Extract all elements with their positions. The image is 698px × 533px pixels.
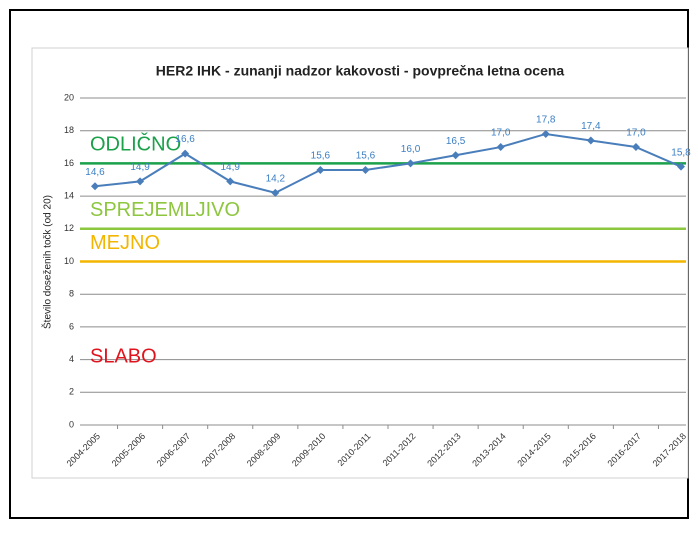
threshold-label: SPREJEMLJIVO xyxy=(90,199,240,221)
point xyxy=(181,149,190,158)
point xyxy=(316,165,325,174)
chart-frame xyxy=(31,47,689,479)
value-label: 15,6 xyxy=(356,151,376,162)
value-label: 16,6 xyxy=(175,134,195,145)
y-tick-label: 14 xyxy=(64,190,74,200)
value-label: 16,0 xyxy=(401,144,421,155)
y-tick-label: 2 xyxy=(69,387,74,397)
y-tick-label: 0 xyxy=(69,419,74,429)
point xyxy=(677,162,685,171)
y-tick-label: 4 xyxy=(69,354,74,364)
value-label: 17,0 xyxy=(626,128,646,139)
y-tick-label: 6 xyxy=(69,321,74,331)
point xyxy=(91,182,99,191)
value-label: 14,6 xyxy=(85,167,105,178)
y-tick-label: 18 xyxy=(64,125,74,135)
value-label: 15,6 xyxy=(311,151,331,162)
series-line xyxy=(94,132,682,194)
y-tick-label: 10 xyxy=(64,256,74,266)
threshold-label: MEJNO xyxy=(90,232,160,254)
y-tick-label: 16 xyxy=(64,158,74,168)
point xyxy=(451,151,460,160)
threshold-label: ODLIČNO xyxy=(90,133,181,156)
y-axis-title: Število doseženih točk (od 20) xyxy=(41,195,54,329)
point xyxy=(631,143,640,152)
point xyxy=(541,129,550,138)
value-label: 17,4 xyxy=(581,121,601,132)
point xyxy=(361,165,370,174)
value-label: 14,9 xyxy=(220,162,240,173)
y-tick-label: 20 xyxy=(64,92,74,102)
y-tick-label: 12 xyxy=(64,223,74,233)
point xyxy=(226,177,235,186)
value-label: 15,8 xyxy=(671,147,691,158)
threshold-label: SLABO xyxy=(90,346,157,368)
point xyxy=(406,159,415,168)
point xyxy=(271,188,280,197)
point xyxy=(586,136,595,145)
value-label: 14,2 xyxy=(266,173,286,184)
chart-title: HER2 IHK - zunanji nadzor kakovosti - po… xyxy=(156,63,565,79)
point xyxy=(496,143,505,152)
value-label: 14,9 xyxy=(130,162,150,173)
value-label: 16,5 xyxy=(446,136,466,147)
value-label: 17,8 xyxy=(536,115,556,126)
value-label: 17,0 xyxy=(491,128,511,139)
y-tick-label: 8 xyxy=(69,289,74,299)
point xyxy=(136,177,145,186)
